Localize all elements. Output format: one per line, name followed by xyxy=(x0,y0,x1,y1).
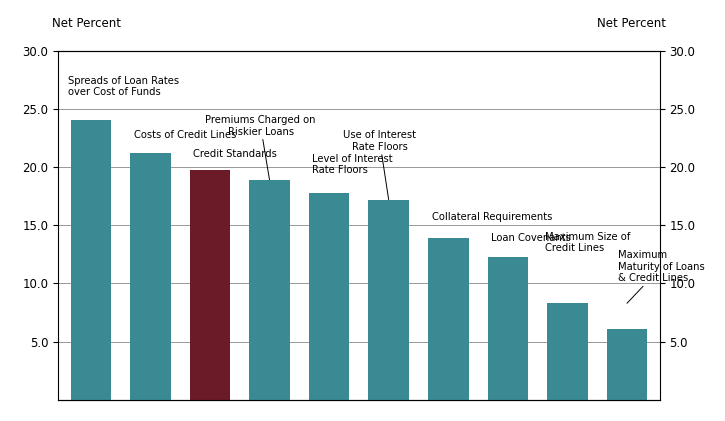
Text: Maximum
Maturity of Loans
& Credit Lines: Maximum Maturity of Loans & Credit Lines xyxy=(618,250,705,303)
Bar xyxy=(368,200,409,400)
Bar xyxy=(488,257,528,400)
Text: Costs of Credit Lines: Costs of Credit Lines xyxy=(133,130,236,140)
Text: Premiums Charged on
Riskier Loans: Premiums Charged on Riskier Loans xyxy=(205,115,316,180)
Bar xyxy=(309,193,349,400)
Bar xyxy=(607,329,647,400)
Bar xyxy=(249,180,290,400)
Text: Level of Interest
Rate Floors: Level of Interest Rate Floors xyxy=(312,154,393,175)
Text: Use of Interest
Rate Floors: Use of Interest Rate Floors xyxy=(343,130,416,200)
Text: Collateral Requirements: Collateral Requirements xyxy=(431,212,552,222)
Bar xyxy=(190,171,230,400)
Text: Credit Standards: Credit Standards xyxy=(194,149,277,159)
Bar xyxy=(547,303,588,400)
Bar xyxy=(428,238,468,400)
Text: Net Percent: Net Percent xyxy=(597,16,666,29)
Bar xyxy=(130,153,170,400)
Text: Net Percent: Net Percent xyxy=(52,16,121,29)
Text: Loan Covenants: Loan Covenants xyxy=(491,233,571,242)
Bar xyxy=(70,120,111,400)
Text: Spreads of Loan Rates
over Cost of Funds: Spreads of Loan Rates over Cost of Funds xyxy=(68,75,179,97)
Text: Maximum Size of
Credit Lines: Maximum Size of Credit Lines xyxy=(544,232,630,253)
